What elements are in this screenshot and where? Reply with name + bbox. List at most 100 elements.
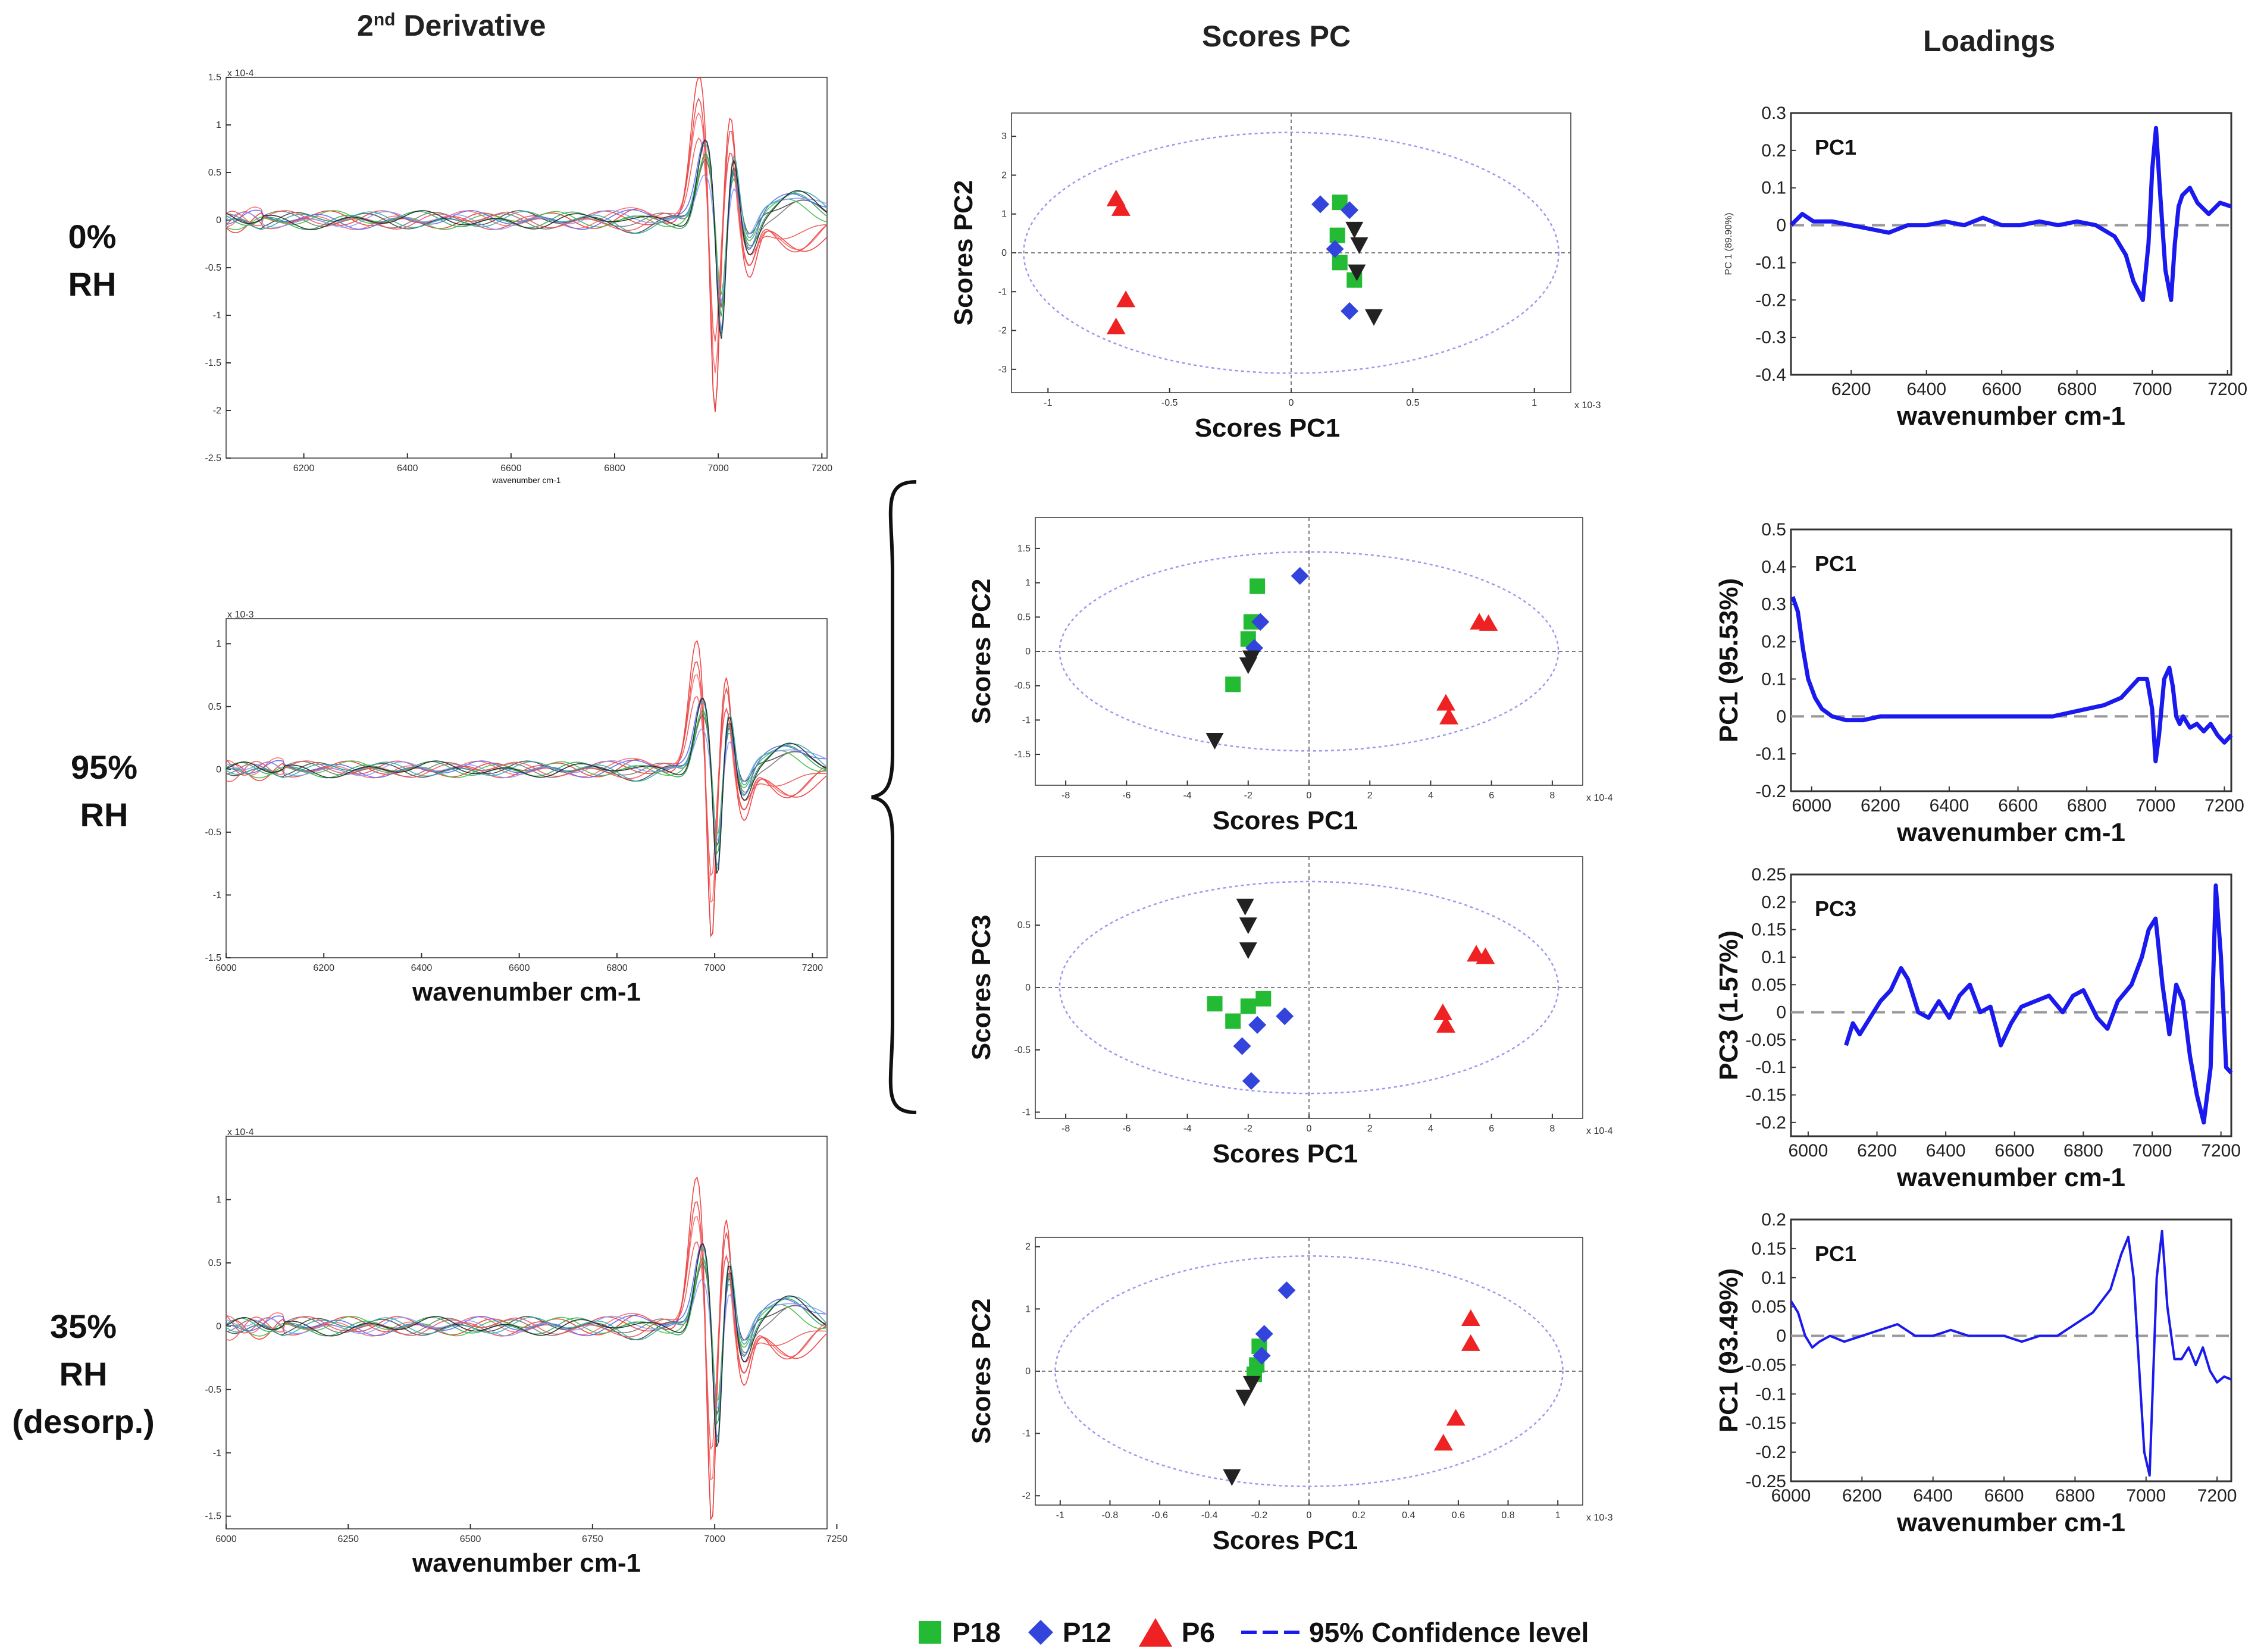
x-tick-label: -1 <box>1056 1510 1064 1521</box>
x-tick-label: 0.2 <box>1352 1510 1366 1521</box>
p12-point <box>1326 240 1344 258</box>
x-tick-label: -6 <box>1122 1124 1131 1134</box>
p6-point <box>1446 1409 1466 1426</box>
x-tick-label: 6000 <box>215 1534 237 1544</box>
p18-point <box>1207 996 1223 1012</box>
y-tick-label: -0.2 <box>1755 1113 1786 1133</box>
x-tick-label: 7000 <box>2126 1486 2166 1506</box>
y-axis-label: Scores PC2 <box>967 1299 996 1444</box>
x-tick-label: 6800 <box>2057 380 2097 399</box>
scores-chart-35rh: -1 -0.8 -0.6 -0.4 -0.2 0 0.2 0.4 0.6 0.8 1 2 1 0 -1 -2 x… <box>967 1237 1613 1555</box>
axis-exponent: x 10-3 <box>227 610 254 620</box>
legend-item-p6: P6 <box>1138 1616 1215 1648</box>
y-tick-label: 0 <box>216 764 221 775</box>
p12-point <box>1233 1037 1251 1055</box>
y-tick-label: 0.2 <box>1761 141 1786 161</box>
scores-chart-95rh-pc3: -8 -6 -4 -2 0 2 4 6 8 0.5 0 -0.5 -1 x 10-4 Scores PC1 S… <box>967 856 1613 1168</box>
x-tick-label: 6200 <box>1831 380 1871 399</box>
x-axis-label: wavenumber cm-1 <box>1896 1508 2125 1537</box>
y-tick-label: -1.5 <box>205 358 221 368</box>
pc-title: PC1 <box>1815 135 1856 159</box>
unlabeled-group-point <box>1239 917 1257 935</box>
y-tick-label: 0 <box>1776 1327 1786 1346</box>
y-tick-label: 0.5 <box>208 168 221 178</box>
x-tick-label: 6800 <box>2055 1486 2095 1506</box>
derivative-chart-95rh: 6000 6200 6400 6600 6800 7000 7200 1 0.5 0 -0.5 -1 -… <box>205 610 828 1007</box>
y-tick-label: 0.05 <box>1752 975 1786 995</box>
x-tick-label: 6000 <box>1771 1486 1811 1506</box>
derivative-spectrum-line <box>226 697 826 874</box>
y-tick-label: 1 <box>216 1195 221 1205</box>
x-tick-label: 0.5 <box>1406 398 1419 408</box>
y-tick-label: 0.1 <box>1761 948 1786 967</box>
y-tick-label: -0.05 <box>1746 1355 1786 1375</box>
x-tick-label: 0.4 <box>1402 1510 1415 1521</box>
unlabeled-group-point <box>1348 264 1366 281</box>
x-tick-label: -4 <box>1183 1124 1191 1134</box>
pc-title: PC1 <box>1815 551 1856 576</box>
y-tick-label: -2 <box>1022 1491 1031 1501</box>
y-tick-label: -0.15 <box>1746 1086 1786 1105</box>
row-label-95rh: 95% RH <box>70 748 138 833</box>
loading-series-line <box>1789 126 2232 302</box>
x-tick-label: -0.6 <box>1151 1510 1168 1521</box>
y-tick-label: 0.1 <box>1761 178 1786 198</box>
x-tick-label: 6200 <box>1857 1141 1897 1161</box>
brace-bracket <box>871 480 917 1114</box>
x-tick-label: -0.4 <box>1201 1510 1218 1521</box>
y-tick-label: -0.4 <box>1755 365 1786 385</box>
y-tick-label: 0.5 <box>1761 520 1786 540</box>
y-tick-label: 0 <box>1776 707 1786 726</box>
x-tick-label: 8 <box>1549 1124 1555 1134</box>
x-tick-label: 6800 <box>2063 1141 2103 1161</box>
triangle-icon <box>1138 1618 1172 1647</box>
y-tick-label: 0.25 <box>1752 865 1786 885</box>
p12-point <box>1276 1007 1294 1026</box>
x-tick-label: 8 <box>1549 791 1555 801</box>
x-tick-label: 2 <box>1367 1124 1373 1134</box>
p18-point <box>1329 227 1345 243</box>
x-tick-label: -8 <box>1061 791 1070 801</box>
y-tick-label: 0.05 <box>1752 1297 1786 1317</box>
y-tick-label: -0.2 <box>1755 290 1786 310</box>
unlabeled-group-point <box>1239 942 1257 960</box>
derivative-chart-35rh: 6000 6250 6500 6750 7000 7250 1 0.5 0 -0.5 -1 -1.5 x… <box>205 1127 847 1578</box>
x-tick-label: 6200 <box>1861 796 1900 816</box>
y-tick-label: -1 <box>213 1448 221 1458</box>
p12-point <box>1251 613 1270 631</box>
x-tick-label: 6400 <box>1913 1486 1953 1506</box>
x-tick-label: 6250 <box>337 1534 359 1544</box>
x-tick-label: -4 <box>1183 791 1191 801</box>
y-tick-label: -0.1 <box>1755 1058 1786 1077</box>
p6-point <box>1461 1334 1480 1351</box>
y-tick-label: 0.3 <box>1761 595 1786 615</box>
y-tick-label: 0 <box>1776 216 1786 236</box>
axis-exponent: x 10-4 <box>227 1127 254 1137</box>
derivative-spectrum-line <box>226 695 826 877</box>
x-tick-label: 6600 <box>1994 1141 2034 1161</box>
y-tick-label: -1 <box>1022 715 1031 725</box>
y-axis-label: PC 1 (89.90%) <box>1724 213 1734 275</box>
loadings-chart-0rh: 6200 6400 6600 6800 7000 7200 0.3 0.2 0.1 0 -0.1 -0… <box>1724 104 2247 431</box>
x-tick-label: -0.2 <box>1251 1510 1268 1521</box>
y-axis-label: PC1 (95.53%) <box>1714 578 1743 742</box>
y-tick-label: 0.2 <box>1761 632 1786 652</box>
p6-point <box>1436 1015 1455 1033</box>
x-tick-label: 7200 <box>811 463 832 474</box>
y-tick-label: 0 <box>216 215 221 225</box>
x-axis-label: wavenumber cm-1 <box>1896 818 2125 847</box>
x-axis-label: wavenumber cm-1 <box>1896 402 2125 431</box>
y-tick-label: -1.5 <box>1014 750 1031 760</box>
y-tick-label: 0 <box>1776 1003 1786 1023</box>
unlabeled-group-point <box>1242 1375 1261 1393</box>
plot-frame <box>226 77 828 459</box>
loadings-chart-35rh: 6000 6200 6400 6600 6800 7000 7200 0.2 0.15 0.1 0.… <box>1714 1210 2237 1537</box>
y-tick-label: 0.1 <box>1761 1268 1786 1288</box>
p6-point <box>1106 318 1126 335</box>
header-scores: Scores PC <box>1202 20 1351 53</box>
row-label-35rh: 35% RH (desorp.) <box>12 1308 155 1440</box>
p12-point <box>1277 1281 1296 1299</box>
x-tick-label: 2 <box>1367 791 1373 801</box>
y-axis-label: PC3 (1.57%) <box>1714 930 1743 1080</box>
x-tick-label: 7200 <box>2207 380 2247 399</box>
